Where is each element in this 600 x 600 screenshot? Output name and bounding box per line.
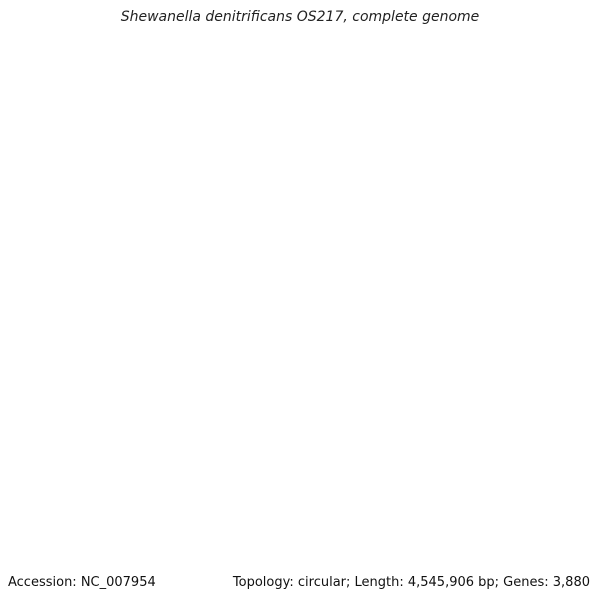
accession-label: Accession: NC_007954 [8, 575, 156, 590]
genome-summary: Topology: circular; Length: 4,545,906 bp… [232, 575, 590, 590]
map-title: Shewanella denitrificans OS217, complete… [120, 9, 480, 25]
